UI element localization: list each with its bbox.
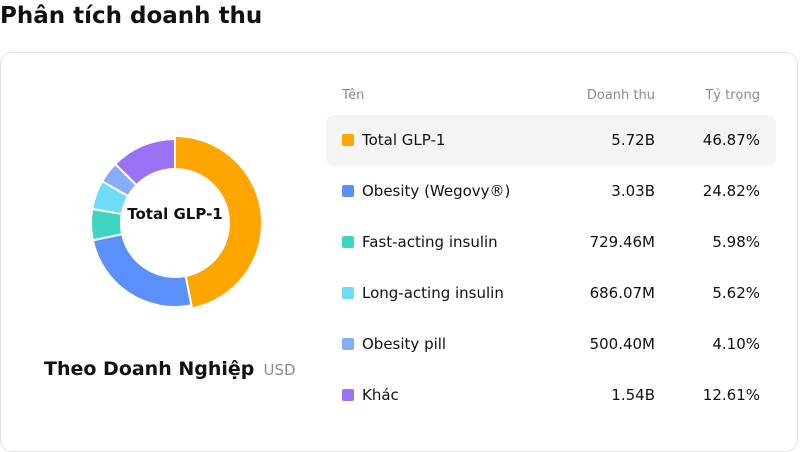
legend-swatch bbox=[342, 287, 354, 299]
table-row[interactable]: Fast-acting insulin 729.46M 5.98% bbox=[326, 217, 776, 268]
table-row[interactable]: Total GLP-1 5.72B 46.87% bbox=[326, 115, 776, 166]
row-share: 4.10% bbox=[712, 335, 760, 353]
revenue-card: Total GLP-1 Theo Doanh Nghiệp USD Tên Do… bbox=[0, 52, 798, 452]
row-name: Long-acting insulin bbox=[362, 284, 504, 302]
row-name: Obesity pill bbox=[362, 335, 447, 353]
legend-swatch bbox=[342, 185, 354, 197]
row-name: Fast-acting insulin bbox=[362, 233, 498, 251]
row-name: Obesity (Wegovy®) bbox=[362, 182, 511, 200]
table-row[interactable]: Obesity pill 500.40M 4.10% bbox=[326, 319, 776, 370]
row-name: Total GLP-1 bbox=[362, 131, 446, 149]
legend-swatch bbox=[342, 389, 354, 401]
header-name: Tên bbox=[342, 88, 365, 103]
row-revenue: 729.46M bbox=[589, 233, 655, 251]
table-row[interactable]: Khác 1.54B 12.61% bbox=[326, 370, 776, 421]
table-row[interactable]: Long-acting insulin 686.07M 5.62% bbox=[326, 268, 776, 319]
row-revenue: 1.54B bbox=[611, 386, 655, 404]
page-title: Phân tích doanh thu bbox=[0, 3, 263, 29]
row-share: 12.61% bbox=[702, 386, 760, 404]
header-revenue: Doanh thu bbox=[586, 88, 655, 103]
donut-chart: Total GLP-1 bbox=[90, 134, 265, 312]
row-revenue: 3.03B bbox=[611, 182, 655, 200]
row-name: Khác bbox=[362, 386, 399, 404]
donut-slice-6[interactable] bbox=[113, 137, 176, 187]
subtitle-text: Theo Doanh Nghiệp bbox=[44, 358, 255, 380]
table-header: Tên Doanh thu Tỷ trọng bbox=[326, 83, 776, 109]
row-share: 24.82% bbox=[702, 182, 760, 200]
row-revenue: 686.07M bbox=[589, 284, 655, 302]
donut-center-label: Total GLP-1 bbox=[127, 205, 223, 223]
donut-svg bbox=[90, 134, 263, 310]
header-share: Tỷ trọng bbox=[705, 88, 760, 103]
chart-subtitle: Theo Doanh Nghiệp USD bbox=[44, 358, 296, 380]
donut-slice-2[interactable] bbox=[91, 232, 193, 308]
row-revenue: 500.40M bbox=[589, 335, 655, 353]
legend-swatch bbox=[342, 134, 354, 146]
row-revenue: 5.72B bbox=[611, 131, 655, 149]
legend-swatch bbox=[342, 236, 354, 248]
row-share: 46.87% bbox=[702, 131, 760, 149]
row-share: 5.98% bbox=[712, 233, 760, 251]
unit-label: USD bbox=[263, 361, 296, 379]
row-share: 5.62% bbox=[712, 284, 760, 302]
revenue-table: Tên Doanh thu Tỷ trọng Total GLP-1 5.72B… bbox=[326, 83, 776, 404]
legend-swatch bbox=[342, 338, 354, 350]
table-row[interactable]: Obesity (Wegovy®) 3.03B 24.82% bbox=[326, 166, 776, 217]
donut-slice-1[interactable] bbox=[174, 134, 263, 310]
